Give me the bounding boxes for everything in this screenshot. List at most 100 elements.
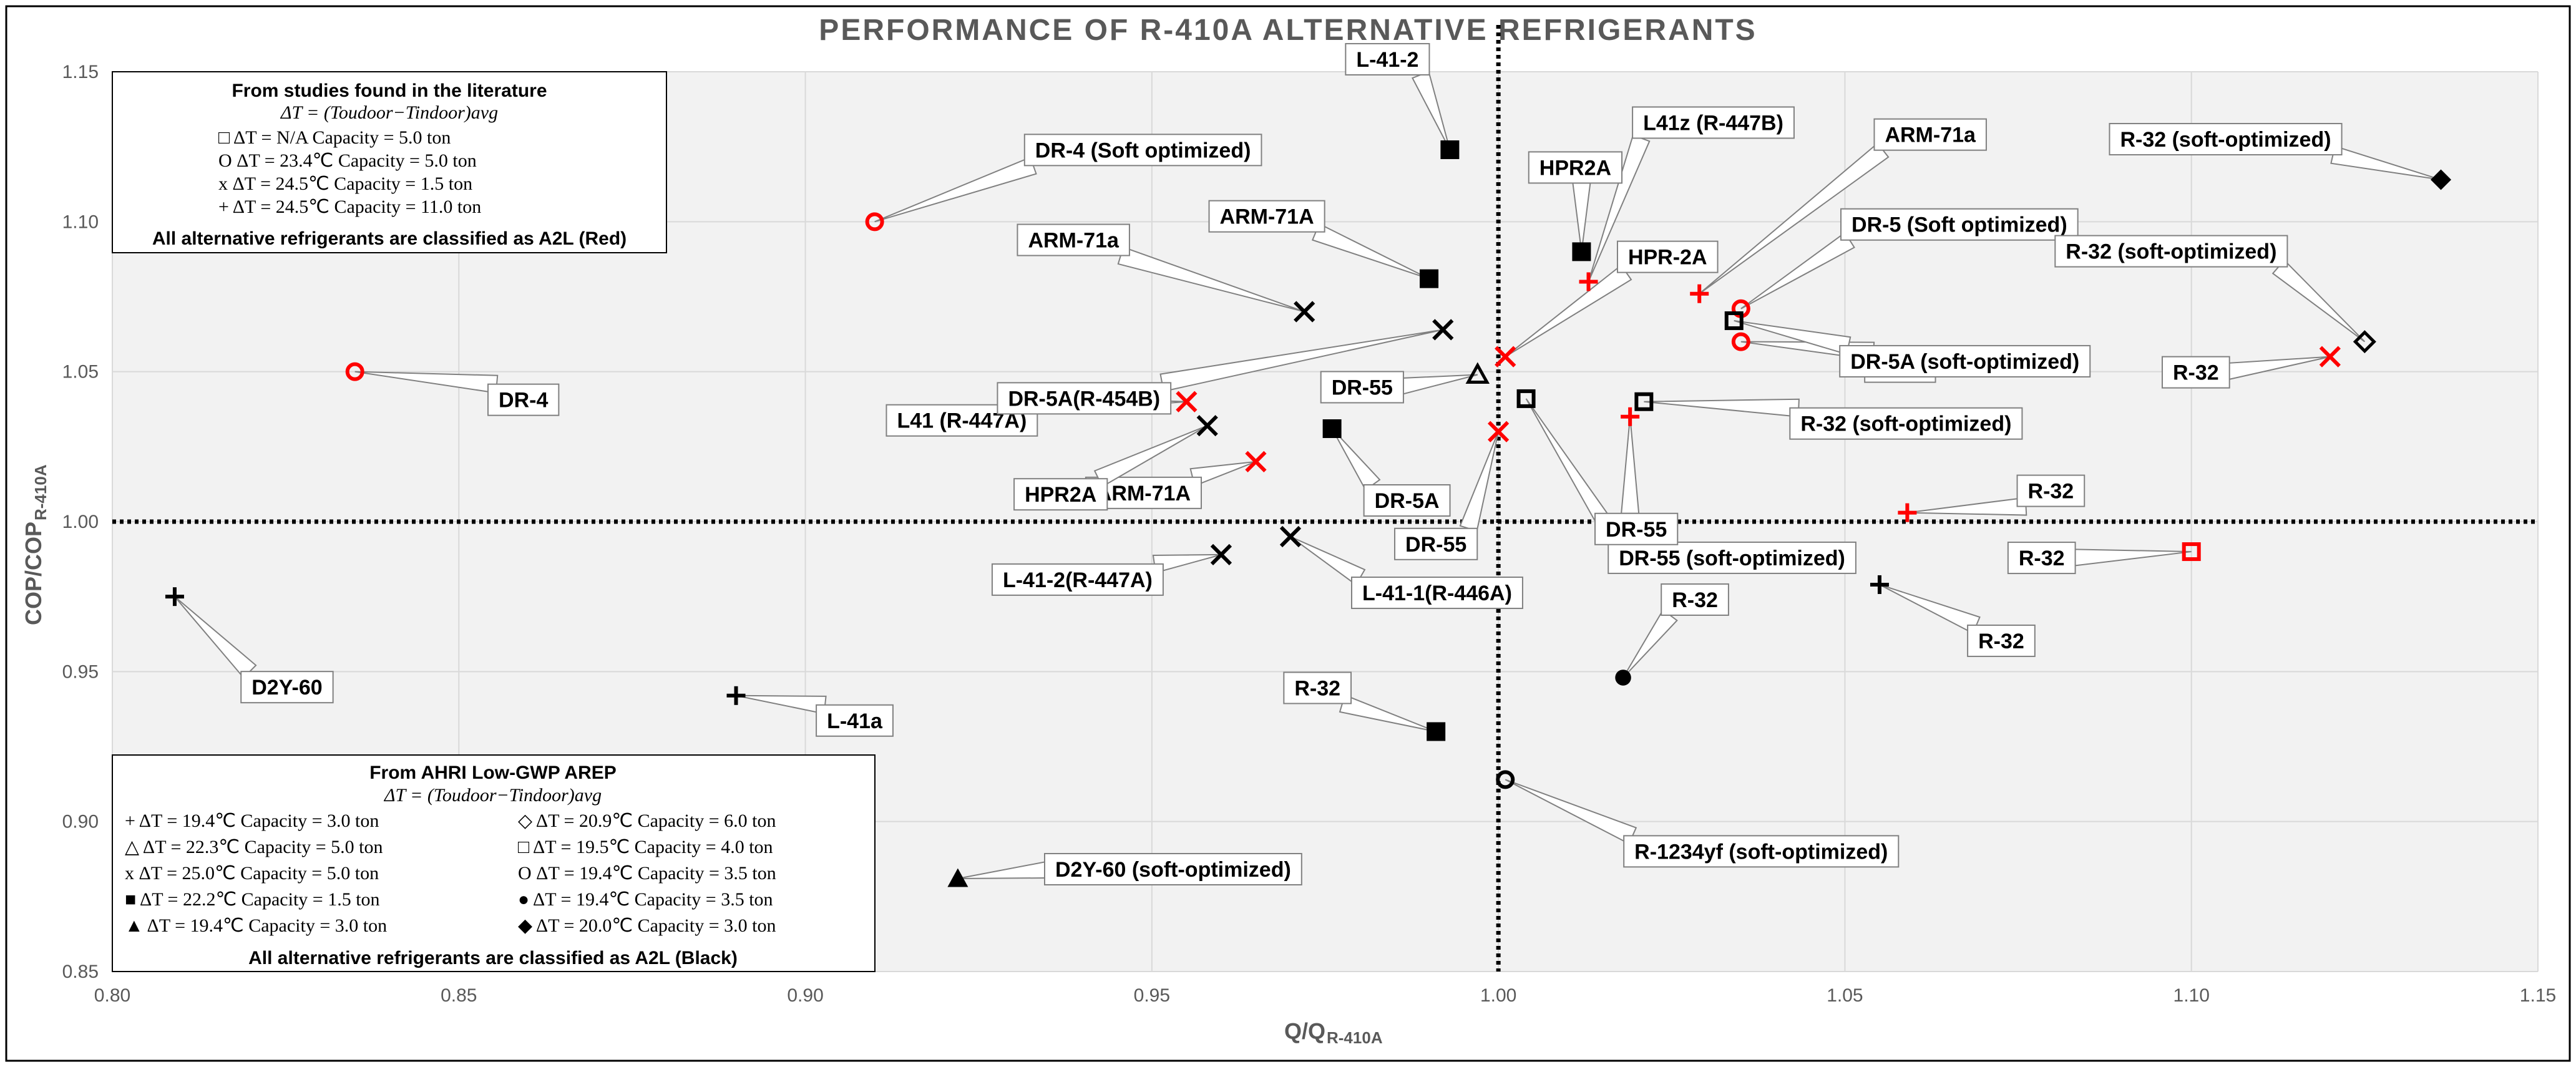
callout-box — [1350, 577, 1523, 610]
point-callout: ARM-71A — [1208, 200, 1430, 280]
point-callout: DR-5A (soft-optimized) — [1734, 319, 2091, 378]
data-point-square — [1440, 140, 1460, 159]
data-point-circle — [865, 212, 884, 231]
legend-literature: From studies found in the literature ΔT … — [112, 71, 667, 253]
legend-literature-entry: x ΔT = 24.5℃ Capacity = 1.5 ton — [218, 173, 472, 194]
x-tick-label: 0.90 — [787, 985, 823, 1006]
point-label: ARM-71a — [1028, 229, 1120, 253]
data-point-triangle — [947, 868, 968, 887]
point-callout: DR-4 (Soft optimized) — [874, 134, 1262, 223]
callout-box — [997, 382, 1172, 415]
callout-box — [1345, 42, 1430, 76]
point-callout: DR-55 — [1594, 416, 1679, 545]
callout-box — [1608, 541, 1856, 574]
point-callout: HPR2A — [1013, 425, 1208, 511]
y-tick-label: 0.95 — [62, 661, 99, 682]
y-tick-label: 1.10 — [62, 212, 99, 232]
point-label: DR-5 (Soft optimized) — [1852, 213, 2067, 237]
data-point-x — [1488, 421, 1510, 442]
point-callout: DR-55 — [1394, 431, 1500, 560]
point-callout: DR-5A — [1331, 428, 1451, 517]
callout-box — [1013, 478, 1108, 511]
point-label: DR-5A(R-454B) — [1008, 387, 1160, 411]
y-tick-label: 0.85 — [62, 962, 99, 982]
point-callout: D2Y-60 — [174, 596, 334, 704]
data-point-square — [1322, 419, 1342, 438]
legend-ahri-footer: All alternative refrigerants are classif… — [248, 948, 738, 968]
callout-box — [2109, 123, 2343, 156]
data-point-x — [1210, 543, 1232, 565]
legend-literature-entry: + ΔT = 24.5℃ Capacity = 11.0 ton — [218, 197, 481, 217]
callout-box — [1208, 200, 1325, 233]
legend-ahri-entry-right: ◆ ΔT = 20.0℃ Capacity = 3.0 ton — [518, 915, 776, 936]
chart-title: PERFORMANCE OF R-410A ALTERNATIVE REFRIG… — [819, 14, 1757, 47]
data-point-square — [1420, 269, 1439, 288]
point-label: HPR-2A — [1628, 246, 1707, 270]
data-point-x — [2319, 346, 2341, 368]
point-label: ARM-71a — [1885, 124, 1976, 147]
data-point-plus — [1898, 503, 1917, 522]
data-point-square — [1427, 722, 1446, 741]
point-label: DR-4 (Soft optimized) — [1035, 139, 1251, 162]
axis-tick-labels: 0.80 0.85 0.90 0.95 1.00 1.05 1.10 1.15 0.85 0.90… — [62, 62, 2557, 1006]
point-label: R-32 — [1978, 630, 2024, 653]
callout-box — [2054, 235, 2288, 268]
x-tick-label: 1.10 — [2174, 985, 2210, 1006]
legend-ahri-title: From AHRI Low-GWP AREP — [369, 762, 617, 783]
point-label: R-32 (soft-optimized) — [2066, 240, 2276, 264]
point-callout: R-32 — [1622, 583, 1729, 678]
point-label: R-32 (soft-optimized) — [2120, 128, 2331, 152]
callout-box — [2007, 542, 2076, 575]
callout-box — [816, 704, 894, 737]
point-label: R-32 — [2173, 361, 2219, 385]
point-callout: R-32 — [2007, 542, 2192, 575]
callout-box — [2016, 474, 2086, 507]
callout-box — [1528, 151, 1623, 184]
legend-ahri: From AHRI Low-GWP AREP ΔT = (Toudoor−Tin… — [112, 754, 876, 972]
legend-ahri-entry-right: O ΔT = 19.4℃ Capacity = 3.5 ton — [518, 863, 776, 884]
legend-literature-footer: All alternative refrigerants are classif… — [152, 228, 627, 249]
legend-ahri-entry-left: ▲ ΔT = 19.4℃ Capacity = 3.0 ton — [125, 915, 387, 936]
callout-box — [1873, 118, 1987, 151]
callout-box — [1363, 484, 1451, 517]
reference-lines — [112, 25, 2538, 972]
legend-ahri-entry-right: ◇ ΔT = 20.9℃ Capacity = 6.0 ton — [518, 811, 776, 831]
point-label: HPR2A — [1025, 483, 1096, 507]
callout-box — [1394, 527, 1478, 560]
callout-box — [1840, 208, 2079, 241]
callout-box — [1632, 106, 1795, 139]
data-point-triangle_open — [1465, 362, 1490, 384]
point-callout: ARM-71a — [1017, 223, 1305, 313]
data-markers — [165, 140, 2452, 887]
legend-literature-entry: □ ΔT = N/A Capacity = 5.0 ton — [218, 127, 451, 148]
data-point-x — [1279, 525, 1302, 548]
legend-ahri-entry-right: ● ΔT = 19.4℃ Capacity = 3.5 ton — [518, 889, 773, 910]
point-label: L-41-1(R-446A) — [1362, 582, 1512, 605]
callout-box — [991, 563, 1164, 596]
data-point-plus — [1579, 272, 1598, 291]
x-tick-label: 1.15 — [2520, 985, 2556, 1006]
data-point-x — [1294, 301, 1315, 323]
point-label: R-32 — [1672, 588, 1718, 612]
data-point-diamond_open — [2353, 330, 2376, 354]
data-point-square_open — [2182, 542, 2201, 562]
callout-box — [1594, 512, 1679, 545]
point-callout: DR-5 (Soft optimized) — [1740, 208, 2079, 309]
data-point-circle — [1731, 332, 1750, 351]
data-point-diamond — [2431, 169, 2452, 190]
data-point-circle_filled — [1615, 670, 1631, 686]
data-point-x — [1245, 451, 1267, 472]
point-label: DR-55 — [1606, 518, 1667, 542]
point-label: R-32 — [2028, 480, 2074, 504]
x-tick-label: 0.80 — [94, 985, 130, 1006]
x-tick-label: 0.85 — [441, 985, 477, 1006]
point-callout: L-41-2(R-447A) — [991, 553, 1222, 596]
data-point-plus — [1690, 284, 1709, 303]
point-label: L-41-2(R-447A) — [1003, 568, 1153, 592]
point-callout: R-32 — [2161, 356, 2331, 389]
data-point-square_open — [1634, 392, 1654, 411]
point-label: DR-5A — [1375, 489, 1440, 513]
